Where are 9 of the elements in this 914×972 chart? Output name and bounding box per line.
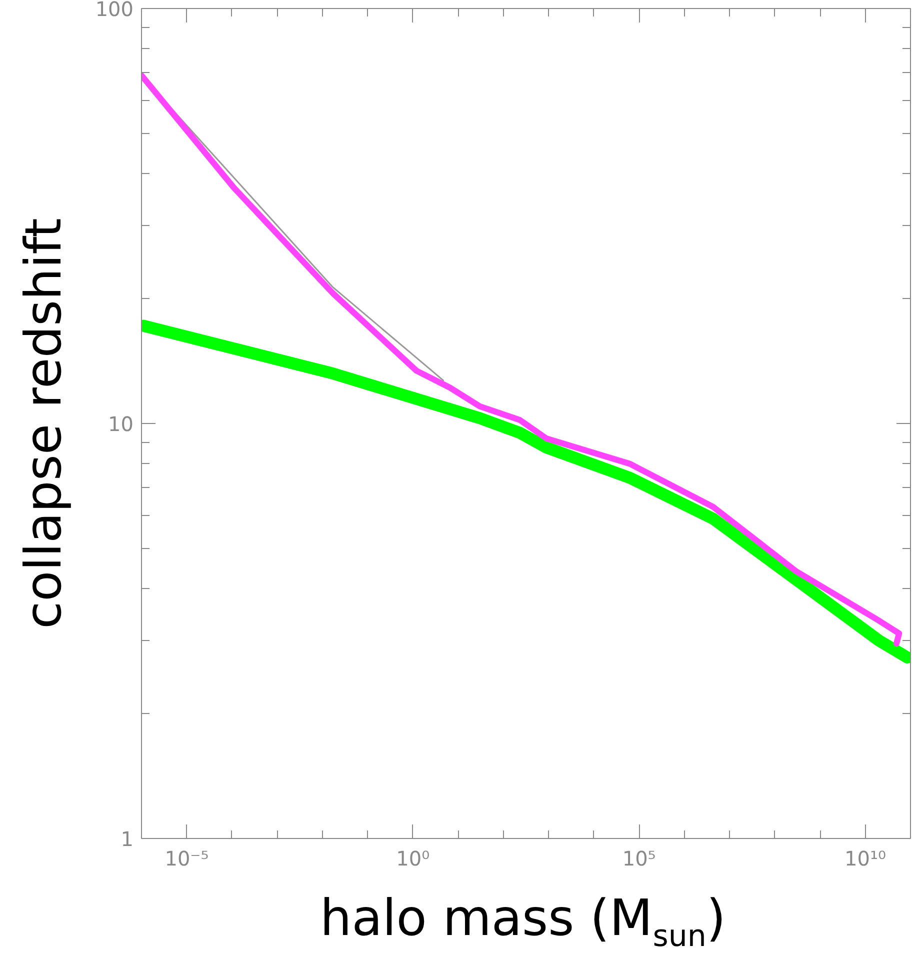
y-tick-label: 100 (95, 0, 134, 21)
x-tick-label: 10⁰ (396, 846, 430, 870)
y-tick-label: 1 (120, 827, 134, 851)
y-tick-label: 10 (108, 412, 134, 436)
x-tick-label: 10¹⁰ (844, 846, 886, 870)
x-axis-title: halo mass (M$_{sun}$) (320, 888, 726, 956)
x-tick-label: 10⁻⁵ (164, 846, 209, 870)
y-axis-title: collapse redshift (14, 218, 72, 629)
x-tick-label: 10⁵ (622, 846, 656, 870)
